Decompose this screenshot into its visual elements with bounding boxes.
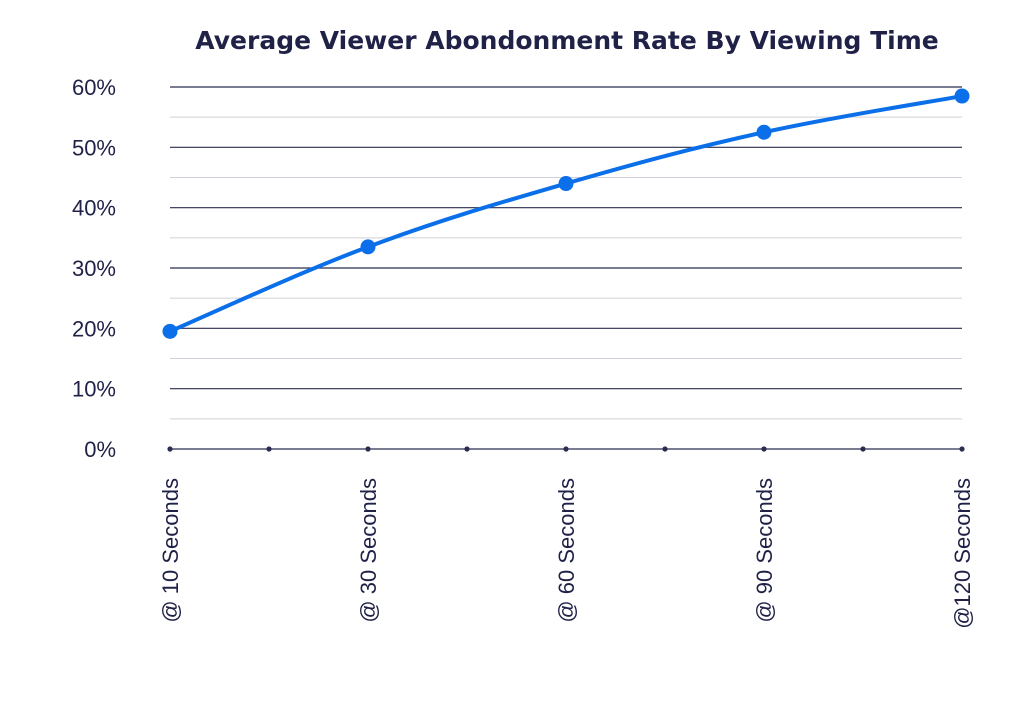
chart-title: Average Viewer Abondonment Rate By Viewi… bbox=[195, 26, 939, 55]
x-axis-tick bbox=[563, 446, 569, 452]
x-axis-tick bbox=[662, 446, 668, 452]
data-point bbox=[954, 88, 970, 104]
x-axis-tick bbox=[167, 446, 173, 452]
data-point bbox=[162, 323, 178, 339]
y-tick-label: 40% bbox=[72, 196, 116, 221]
x-tick-label: @120 Seconds bbox=[950, 478, 975, 629]
series-line bbox=[168, 94, 964, 334]
data-point bbox=[360, 239, 376, 255]
x-tick-label: @ 10 Seconds bbox=[158, 478, 183, 623]
y-tick-label: 20% bbox=[72, 316, 116, 341]
x-axis-tick bbox=[959, 446, 965, 452]
y-tick-label: 10% bbox=[72, 377, 116, 402]
y-tick-label: 0% bbox=[84, 437, 116, 462]
x-tick-label: @ 60 Seconds bbox=[554, 478, 579, 623]
y-tick-label: 60% bbox=[72, 75, 116, 100]
data-point bbox=[756, 124, 772, 140]
x-tick-label: @ 30 Seconds bbox=[356, 478, 381, 623]
x-axis-tick bbox=[860, 446, 866, 452]
x-axis-tick bbox=[365, 446, 371, 452]
x-axis-tick bbox=[761, 446, 767, 452]
x-axis-tick bbox=[464, 446, 470, 452]
x-tick-label: @ 90 Seconds bbox=[752, 478, 777, 623]
x-axis-tick bbox=[266, 446, 272, 452]
y-tick-label: 30% bbox=[72, 256, 116, 281]
data-point bbox=[558, 176, 574, 192]
y-tick-label: 50% bbox=[72, 135, 116, 160]
